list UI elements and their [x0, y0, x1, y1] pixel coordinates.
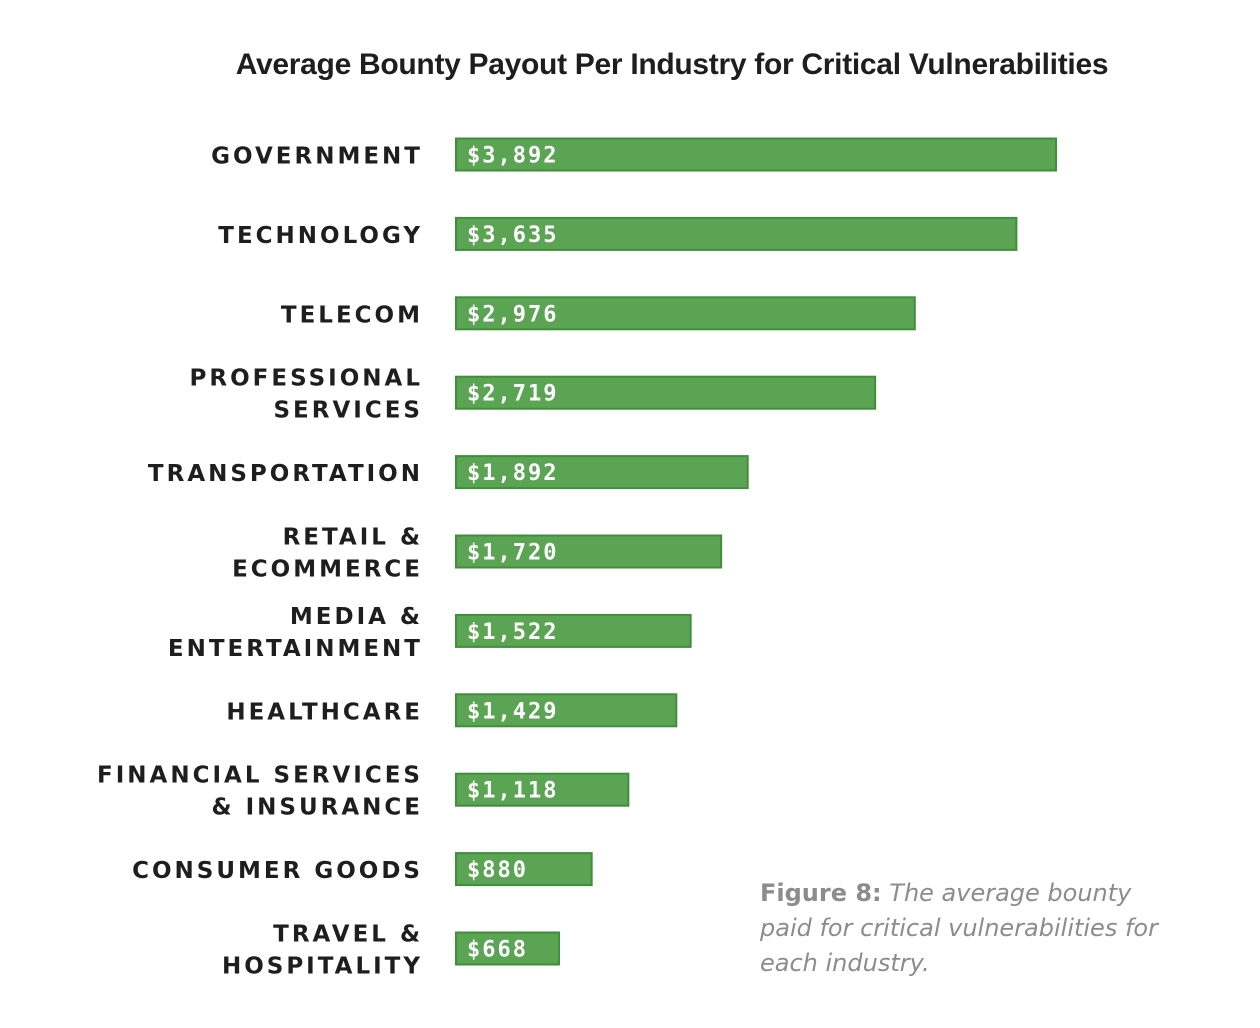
category-label-travel-and-hospitality-line-2: HOSPITALITY — [222, 954, 423, 980]
bar-value-label-government: $3,892 — [467, 144, 558, 169]
figure-caption-text: The average bounty paid for critical vul… — [760, 879, 1158, 977]
category-label-financial-services-and-insurance-line-2: & INSURANCE — [212, 795, 423, 821]
figure-caption: Figure 8: The average bounty paid for cr… — [760, 876, 1160, 981]
bar-retail-and-ecommerce — [455, 534, 723, 569]
bar-value-label-healthcare: $1,429 — [467, 699, 558, 724]
bar-media-and-entertainment — [455, 613, 692, 648]
category-label-transportation: TRANSPORTATION — [148, 461, 423, 487]
category-label-telecom: TELECOM — [281, 302, 423, 328]
category-label-professional-services-line-1: PROFESSIONAL — [190, 366, 423, 392]
bar-professional-services — [455, 375, 877, 410]
category-label-healthcare: HEALTHCARE — [226, 699, 423, 725]
bar-transportation — [455, 455, 749, 490]
bar-value-label-media-and-entertainment: $1,522 — [467, 620, 558, 645]
bar-value-label-travel-and-hospitality: $668 — [467, 938, 528, 963]
category-label-media-and-entertainment-line-2: ENTERTAINMENT — [168, 636, 423, 662]
bar-healthcare — [455, 693, 678, 728]
bar-value-label-technology: $3,635 — [467, 223, 558, 248]
bar-value-label-professional-services: $2,719 — [467, 382, 558, 407]
category-label-government: GOVERNMENT — [211, 144, 423, 170]
category-label-retail-and-ecommerce-line-1: RETAIL & — [283, 525, 423, 551]
bar-financial-services-and-insurance — [455, 772, 630, 807]
figure-number: Figure 8: — [760, 879, 882, 907]
bar-value-label-telecom: $2,976 — [467, 302, 558, 327]
category-label-professional-services-line-2: SERVICES — [273, 398, 423, 424]
category-label-technology: TECHNOLOGY — [218, 223, 423, 249]
bar-value-label-transportation: $1,892 — [467, 461, 558, 486]
category-label-travel-and-hospitality-line-1: TRAVEL & — [273, 922, 423, 948]
category-label-financial-services-and-insurance-line-1: FINANCIAL SERVICES — [97, 763, 423, 789]
bar-value-label-financial-services-and-insurance: $1,118 — [467, 779, 558, 804]
bar-consumer-goods — [455, 852, 593, 887]
bar-travel-and-hospitality — [455, 931, 560, 966]
chart-title: Average Bounty Payout Per Industry for C… — [235, 48, 1109, 81]
category-label-consumer-goods: CONSUMER GOODS — [132, 858, 423, 884]
bar-telecom — [455, 296, 916, 331]
bar-government — [455, 137, 1057, 172]
category-label-media-and-entertainment-line-1: MEDIA & — [290, 604, 423, 630]
bar-value-label-retail-and-ecommerce: $1,720 — [467, 541, 558, 566]
category-label-retail-and-ecommerce-line-2: ECOMMERCE — [232, 557, 423, 583]
bar-technology — [455, 216, 1018, 251]
bar-value-label-consumer-goods: $880 — [467, 858, 528, 883]
